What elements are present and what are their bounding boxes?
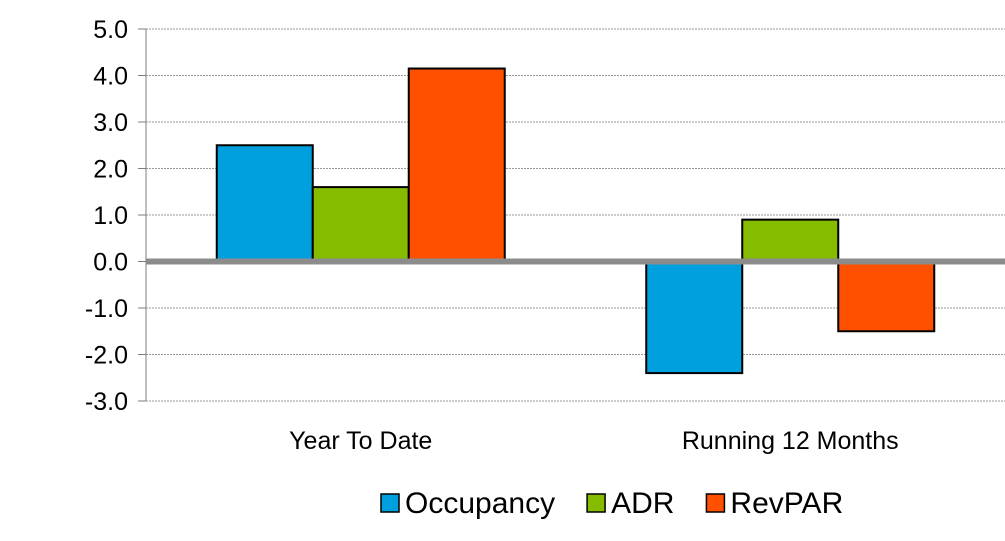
legend-label-revpar: RevPAR bbox=[730, 487, 843, 520]
y-tick-label: 0.0 bbox=[93, 249, 128, 277]
x-axis-labels: Year To Date Running 12 Months bbox=[289, 427, 898, 455]
y-tick-label: 5.0 bbox=[93, 16, 128, 44]
bar-revpar bbox=[407, 67, 506, 263]
y-tick-label: 3.0 bbox=[93, 109, 128, 137]
legend-swatch-adr bbox=[586, 493, 606, 513]
y-tick-label: 1.0 bbox=[93, 202, 128, 230]
bar-adr bbox=[311, 186, 410, 263]
bars bbox=[215, 67, 936, 375]
bar-adr bbox=[741, 218, 840, 263]
y-tick-label: 4.0 bbox=[93, 63, 128, 91]
legend: Occupancy ADR RevPAR bbox=[380, 487, 843, 520]
y-tick-label: -3.0 bbox=[85, 388, 128, 416]
legend-label-adr: ADR bbox=[611, 487, 674, 520]
bar-occupancy bbox=[645, 260, 744, 375]
legend-swatch-occupancy bbox=[380, 493, 400, 513]
x-category-label: Running 12 Months bbox=[682, 427, 899, 455]
y-tick-label: -1.0 bbox=[85, 295, 128, 323]
y-tick-label: 2.0 bbox=[93, 156, 128, 184]
legend-swatch-revpar bbox=[705, 493, 726, 513]
x-category-label: Year To Date bbox=[289, 427, 432, 455]
y-axis: 5.0 4.0 3.0 2.0 1.0 0.0 -1.0 -2.0 -3.0 bbox=[85, 16, 147, 416]
legend-label-occupancy: Occupancy bbox=[405, 487, 555, 520]
bar-occupancy bbox=[215, 144, 314, 263]
y-tick-label: -2.0 bbox=[85, 342, 128, 370]
bar-revpar bbox=[837, 260, 936, 333]
